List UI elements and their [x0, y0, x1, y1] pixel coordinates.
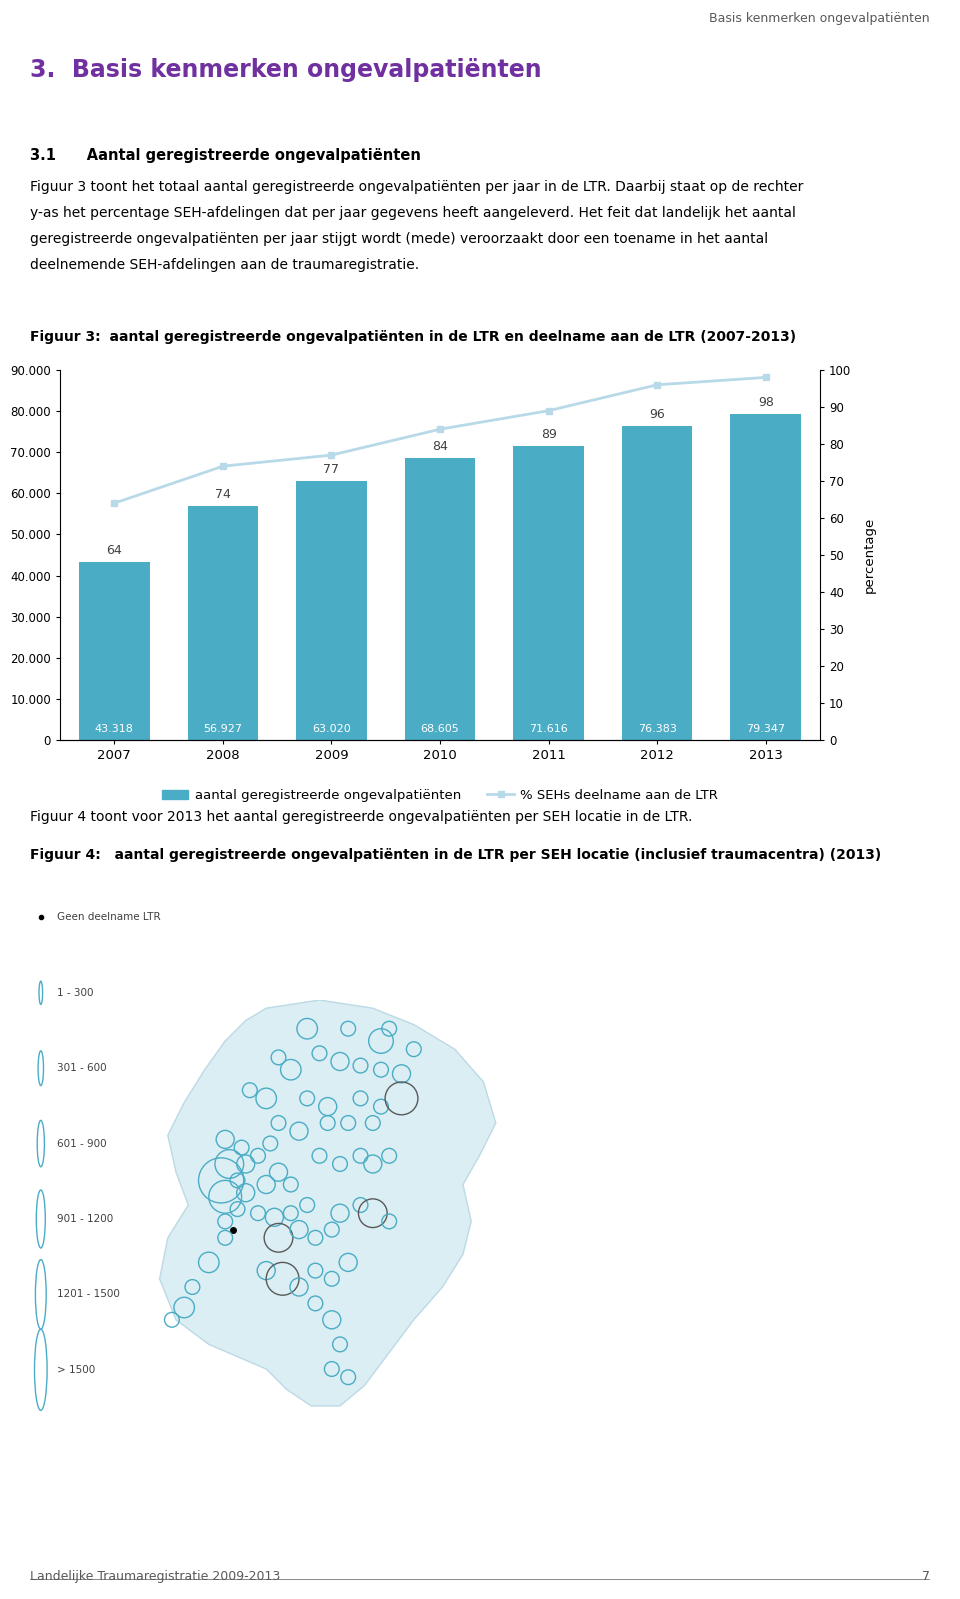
Text: 1201 - 1500: 1201 - 1500 [57, 1289, 120, 1300]
Text: aantal geregistreerde ongevalpatiënten in de LTR per SEH locatie (inclusief trau: aantal geregistreerde ongevalpatiënten i… [95, 847, 881, 862]
Bar [514, 446, 584, 740]
Text: 63.020: 63.020 [312, 724, 350, 734]
Bar [79, 561, 150, 740]
Bar [731, 414, 801, 740]
Legend: aantal geregistreerde ongevalpatiënten, % SEHs deelname aan de LTR: aantal geregistreerde ongevalpatiënten, … [156, 784, 724, 807]
Bar [187, 505, 258, 740]
Text: 64: 64 [107, 544, 122, 556]
Text: Basis kenmerken ongevalpatiënten: Basis kenmerken ongevalpatiënten [709, 13, 930, 26]
Text: 3.1      Aantal geregistreerde ongevalpatiënten: 3.1 Aantal geregistreerde ongevalpatiënt… [30, 149, 420, 163]
Text: aantal geregistreerde ongevalpatiënten in de LTR en deelname aan de LTR (2007-20: aantal geregistreerde ongevalpatiënten i… [90, 329, 796, 344]
Bar [296, 481, 367, 740]
Text: Geen deelname LTR: Geen deelname LTR [57, 913, 160, 923]
Text: Landelijke Traumaregistratie 2009-2013: Landelijke Traumaregistratie 2009-2013 [30, 1570, 280, 1583]
Text: 96: 96 [649, 408, 665, 421]
Text: 43.318: 43.318 [95, 724, 133, 734]
Text: 77: 77 [324, 464, 340, 477]
Bar [622, 425, 692, 740]
Text: 89: 89 [540, 427, 557, 441]
Text: 79.347: 79.347 [746, 724, 785, 734]
Text: geregistreerde ongevalpatiënten per jaar stijgt wordt (mede) veroorzaakt door ee: geregistreerde ongevalpatiënten per jaar… [30, 232, 768, 246]
Polygon shape [159, 999, 495, 1406]
Text: 76.383: 76.383 [637, 724, 677, 734]
Text: > 1500: > 1500 [57, 1366, 95, 1375]
Text: 301 - 600: 301 - 600 [57, 1063, 107, 1073]
Text: 56.927: 56.927 [204, 724, 242, 734]
Text: 601 - 900: 601 - 900 [57, 1138, 107, 1148]
Text: Figuur 3 toont het totaal aantal geregistreerde ongevalpatiënten per jaar in de : Figuur 3 toont het totaal aantal geregis… [30, 181, 804, 193]
Text: 1 - 300: 1 - 300 [57, 988, 93, 998]
Text: 68.605: 68.605 [420, 724, 460, 734]
Bar [405, 457, 475, 740]
Text: Figuur 3:: Figuur 3: [30, 329, 101, 344]
Text: 3.  Basis kenmerken ongevalpatiënten: 3. Basis kenmerken ongevalpatiënten [30, 58, 541, 82]
Text: 7: 7 [922, 1570, 930, 1583]
Text: 84: 84 [432, 440, 448, 453]
Y-axis label: percentage: percentage [862, 516, 876, 593]
Text: 901 - 1200: 901 - 1200 [57, 1214, 113, 1223]
Text: deelnemende SEH-afdelingen aan de traumaregistratie.: deelnemende SEH-afdelingen aan de trauma… [30, 257, 420, 272]
Text: 71.616: 71.616 [529, 724, 568, 734]
Text: y-as het percentage SEH-afdelingen dat per jaar gegevens heeft aangeleverd. Het : y-as het percentage SEH-afdelingen dat p… [30, 206, 796, 221]
Text: Figuur 4 toont voor 2013 het aantal geregistreerde ongevalpatiënten per SEH loca: Figuur 4 toont voor 2013 het aantal gere… [30, 811, 692, 823]
Text: Figuur 4:: Figuur 4: [30, 847, 101, 862]
Text: 98: 98 [757, 397, 774, 409]
Text: 74: 74 [215, 488, 230, 500]
